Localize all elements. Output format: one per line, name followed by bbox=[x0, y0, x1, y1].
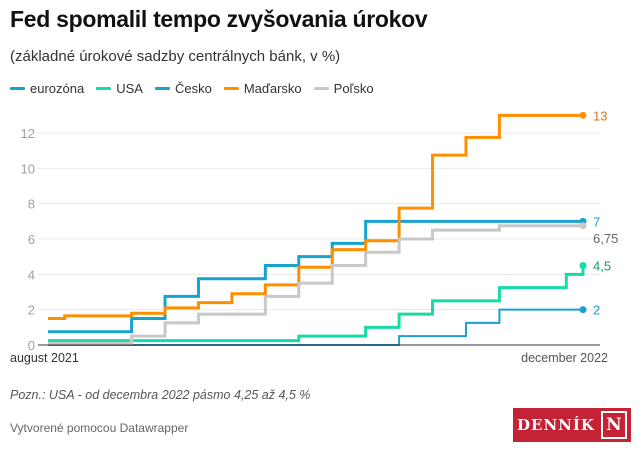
series-line-1 bbox=[48, 265, 585, 343]
legend-swatch bbox=[313, 87, 329, 90]
legend-swatch bbox=[96, 87, 112, 90]
series-line-0 bbox=[48, 308, 583, 346]
legend-label: eurozóna bbox=[30, 81, 85, 96]
series-line-3 bbox=[48, 113, 583, 320]
series-end-label-2: 7 bbox=[593, 214, 600, 229]
series-end-dot-4 bbox=[579, 222, 587, 230]
legend-item-4: Poľsko bbox=[313, 81, 374, 96]
series-end-dot-0 bbox=[579, 306, 587, 314]
legend-item-3: Maďarsko bbox=[223, 81, 302, 96]
x-tick-label: august 2021 bbox=[10, 351, 79, 365]
series-end-label-3: 13 bbox=[593, 108, 607, 123]
legend-item-2: Česko bbox=[154, 81, 212, 96]
logo-mark: N bbox=[600, 411, 627, 439]
chart-note: Pozn.: USA - od decembra 2022 pásmo 4,25… bbox=[10, 388, 311, 402]
series-end-label-1: 4,5 bbox=[593, 259, 611, 274]
chart-subtitle: (základné úrokové sadzby centrálnych bán… bbox=[10, 48, 341, 65]
logo-text: DENNÍK bbox=[517, 416, 595, 434]
legend-label: Poľsko bbox=[333, 81, 374, 96]
y-tick-label: 8 bbox=[28, 197, 35, 212]
series-end-label-0: 2 bbox=[593, 303, 600, 318]
legend-label: Česko bbox=[174, 81, 212, 96]
legend-swatch bbox=[10, 87, 25, 90]
series-line-4 bbox=[48, 224, 583, 345]
legend-swatch bbox=[223, 87, 239, 90]
chart-plot: 0 2 4 6 8 10 12 2 4,5 7 13 6,75 august 2021 december … bbox=[10, 108, 618, 365]
y-tick-label: 12 bbox=[21, 126, 35, 141]
series-line-2 bbox=[48, 219, 583, 334]
series-end-dot-1 bbox=[579, 262, 587, 269]
credit-text[interactable]: Vytvorené pomocou Datawrapper bbox=[10, 421, 189, 435]
y-tick-label: 2 bbox=[28, 303, 35, 318]
y-tick-label: 10 bbox=[21, 161, 35, 176]
y-tick-label: 0 bbox=[28, 338, 35, 353]
legend-item-1: USA bbox=[96, 81, 143, 96]
series-end-dot-3 bbox=[579, 111, 587, 119]
dennik-n-logo[interactable]: DENNÍK N bbox=[513, 408, 631, 442]
legend-label: USA bbox=[116, 81, 143, 96]
series-end-label-4: 6,75 bbox=[593, 231, 618, 246]
legend-item-0: eurozóna bbox=[10, 81, 84, 96]
y-tick-label: 4 bbox=[28, 267, 35, 282]
x-tick-label: december 2022 bbox=[521, 351, 608, 365]
legend: eurozóna USA Česko Maďarsko Poľsko bbox=[10, 81, 374, 96]
y-tick-label: 6 bbox=[28, 232, 35, 247]
legend-swatch bbox=[154, 87, 170, 90]
chart-title: Fed spomalil tempo zvyšovania úrokov bbox=[10, 6, 428, 32]
legend-label: Maďarsko bbox=[243, 81, 302, 96]
